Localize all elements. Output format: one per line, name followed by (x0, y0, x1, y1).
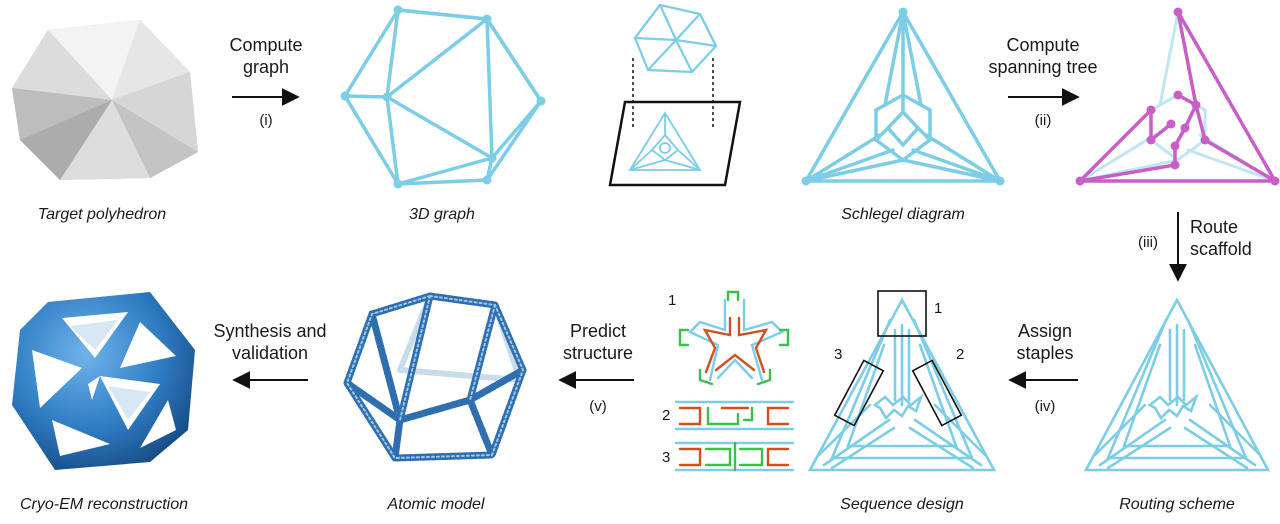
step-assign-staples: Assign staples (1016, 320, 1073, 364)
box-label-2: 2 (956, 346, 965, 363)
step-num-ii: (ii) (1034, 112, 1052, 129)
box-label-1: 1 (934, 300, 943, 317)
step-assign-staples-line1: Assign (1017, 321, 1073, 341)
strand-closeups (674, 290, 795, 472)
graph-3d (340, 5, 546, 189)
highlight-box-2 (911, 359, 963, 427)
routing-scheme (1083, 297, 1271, 472)
sequence-highlight-boxes (833, 290, 963, 427)
caption-sequence-design: Sequence design (840, 496, 964, 513)
spanning-tree (1075, 7, 1280, 186)
step-spanning-tree: Compute spanning tree (988, 34, 1097, 78)
step-predict-structure-line2: structure (562, 343, 634, 363)
projection-illustration (608, 3, 742, 187)
target-polyhedron (12, 20, 198, 180)
caption-schlegel-diagram: Schlegel diagram (841, 206, 965, 223)
step-compute-graph-line2: graph (242, 57, 290, 77)
caption-cryo-em: Cryo-EM reconstruction (19, 496, 189, 513)
step-synthesis-line2: validation (231, 343, 309, 363)
step-num-iv: (iv) (1034, 398, 1056, 415)
schlegel-diagram (801, 7, 1005, 186)
atomic-model (343, 292, 527, 462)
step-predict-structure: Predict structure (563, 320, 633, 364)
closeup-label-3: 3 (662, 449, 671, 466)
closeup-label-2: 2 (662, 407, 671, 424)
step-route-scaffold-line2: scaffold (1190, 239, 1252, 259)
step-spanning-tree-line2: spanning tree (988, 57, 1098, 77)
step-route-scaffold: Route scaffold (1190, 216, 1252, 260)
cryo-em-reconstruction (12, 292, 195, 470)
step-spanning-tree-line1: Compute (1006, 35, 1080, 55)
step-num-iii: (iii) (1138, 234, 1158, 251)
caption-atomic-model: Atomic model (387, 496, 485, 513)
caption-3d-graph: 3D graph (409, 206, 475, 223)
sequence-design (807, 297, 997, 472)
highlight-box-3 (833, 359, 885, 427)
step-route-scaffold-line1: Route (1190, 217, 1239, 237)
step-assign-staples-line2: staples (1016, 343, 1074, 363)
step-synthesis: Synthesis and validation (213, 320, 326, 364)
highlight-box-1 (877, 290, 927, 337)
step-num-i: (i) (259, 112, 273, 129)
step-compute-graph: Compute graph (229, 34, 302, 78)
step-num-v: (v) (589, 398, 607, 415)
step-compute-graph-line1: Compute (229, 35, 303, 55)
caption-routing-scheme: Routing scheme (1119, 496, 1235, 513)
closeup-label-1: 1 (668, 292, 677, 309)
caption-target-polyhedron: Target polyhedron (37, 206, 167, 223)
step-synthesis-line1: Synthesis and (213, 321, 327, 341)
box-label-3: 3 (834, 346, 843, 363)
step-predict-structure-line1: Predict (569, 321, 627, 341)
